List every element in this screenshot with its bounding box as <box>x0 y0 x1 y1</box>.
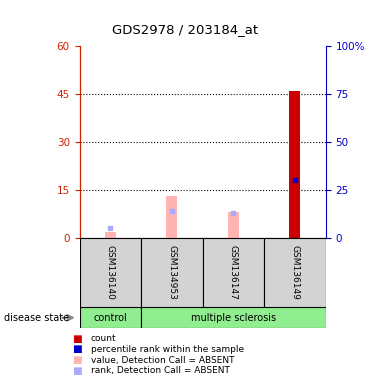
Text: GSM136140: GSM136140 <box>106 245 115 300</box>
Text: ■: ■ <box>72 355 82 365</box>
Bar <box>203 238 264 307</box>
Text: ■: ■ <box>72 334 82 344</box>
Bar <box>80 307 141 328</box>
Bar <box>228 212 239 238</box>
Text: count: count <box>91 334 116 343</box>
Bar <box>141 238 203 307</box>
Bar <box>141 307 326 328</box>
Text: GSM134953: GSM134953 <box>167 245 176 300</box>
Text: multiple sclerosis: multiple sclerosis <box>191 313 276 323</box>
Text: value, Detection Call = ABSENT: value, Detection Call = ABSENT <box>91 356 234 365</box>
Text: GSM136147: GSM136147 <box>229 245 238 300</box>
Bar <box>105 232 116 238</box>
Text: percentile rank within the sample: percentile rank within the sample <box>91 345 244 354</box>
Text: disease state: disease state <box>4 313 69 323</box>
Bar <box>264 238 326 307</box>
Text: ■: ■ <box>72 366 82 376</box>
Text: GDS2978 / 203184_at: GDS2978 / 203184_at <box>112 23 258 36</box>
Bar <box>166 197 177 238</box>
Text: ■: ■ <box>72 344 82 354</box>
Text: control: control <box>94 313 127 323</box>
Text: GSM136149: GSM136149 <box>290 245 299 300</box>
Bar <box>80 238 141 307</box>
Bar <box>289 91 300 238</box>
Text: rank, Detection Call = ABSENT: rank, Detection Call = ABSENT <box>91 366 229 376</box>
